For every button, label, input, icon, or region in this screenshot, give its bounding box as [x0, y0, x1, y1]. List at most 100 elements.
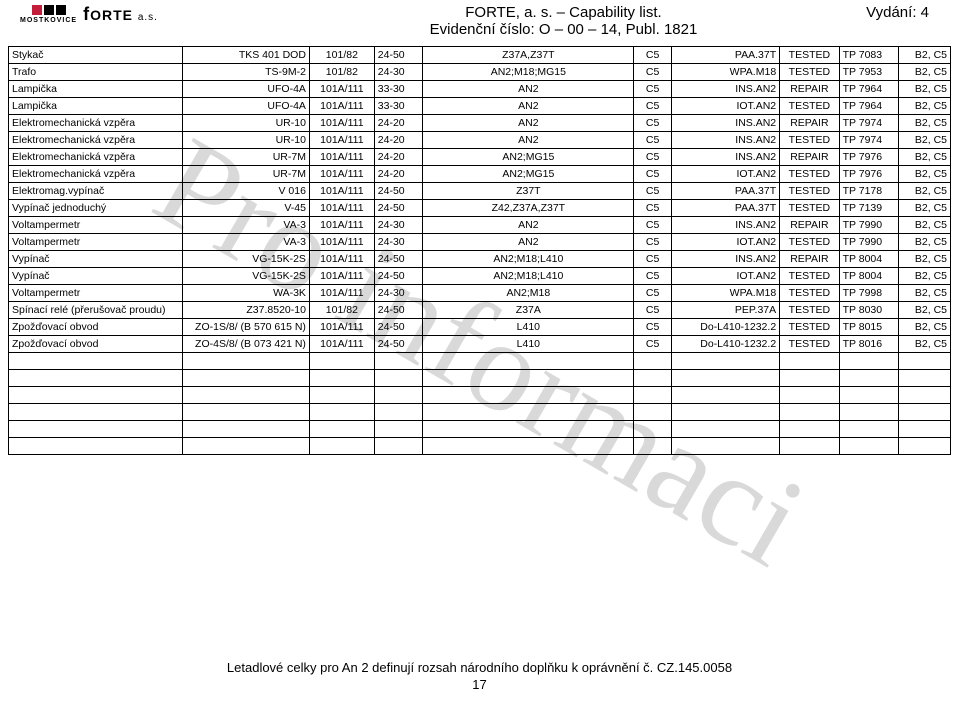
table-cell: 101A/111 [309, 251, 374, 268]
table-cell: Z42,Z37A,Z37T [423, 200, 634, 217]
table-cell: 101/82 [309, 64, 374, 81]
table-cell: C5 [634, 81, 672, 98]
table-cell-empty [182, 438, 309, 455]
table-cell: 101A/111 [309, 217, 374, 234]
logo-graphic: MOSTKOVICE [20, 5, 77, 24]
table-cell: TP 8015 [839, 319, 898, 336]
table-cell-empty [634, 353, 672, 370]
table-cell: TP 7083 [839, 47, 898, 64]
logo-subtext: MOSTKOVICE [20, 17, 77, 24]
table-cell: TESTED [780, 166, 839, 183]
page-number: 17 [0, 677, 959, 692]
table-cell-empty [374, 353, 423, 370]
table-cell: TESTED [780, 200, 839, 217]
table-cell: 33-30 [374, 98, 423, 115]
table-cell: 101A/111 [309, 336, 374, 353]
table-cell: TESTED [780, 47, 839, 64]
issue-number: Vydání: 4 [866, 4, 929, 21]
table-cell: C5 [634, 319, 672, 336]
table-cell: B2, C5 [899, 64, 951, 81]
table-cell: UR-10 [182, 132, 309, 149]
table-cell: Elektromechanická vzpěra [9, 149, 183, 166]
table-cell-empty [899, 421, 951, 438]
table-cell-empty [9, 404, 183, 421]
logo-square-red [32, 5, 42, 15]
table-cell: Lampička [9, 98, 183, 115]
table-cell: Zpožďovací obvod [9, 336, 183, 353]
table-cell-empty [374, 370, 423, 387]
table-cell: 101A/111 [309, 319, 374, 336]
table-row-empty [9, 387, 951, 404]
table-cell-empty [182, 387, 309, 404]
table-cell: Stykač [9, 47, 183, 64]
table-cell-empty [423, 421, 634, 438]
table-cell-empty [780, 387, 839, 404]
table-row: Elektromag.vypínačV 016101A/11124-50Z37T… [9, 183, 951, 200]
table-cell: REPAIR [780, 149, 839, 166]
table-cell-empty [9, 370, 183, 387]
table-cell-empty [423, 387, 634, 404]
table-cell-empty [309, 353, 374, 370]
table-cell: 24-50 [374, 47, 423, 64]
table-cell: PAA.37T [672, 47, 780, 64]
table-cell: 24-20 [374, 166, 423, 183]
table-cell: Lampička [9, 81, 183, 98]
table-row: Zpožďovací obvodZO-4S/8/ (B 073 421 N)10… [9, 336, 951, 353]
logo-brand-text: fORTE a.s. [83, 4, 158, 25]
table-row-empty [9, 353, 951, 370]
table-row: Elektromechanická vzpěraUR-10101A/11124-… [9, 132, 951, 149]
table-cell-empty [423, 404, 634, 421]
table-cell: PAA.37T [672, 200, 780, 217]
table-cell-empty [182, 421, 309, 438]
table-cell-empty [182, 404, 309, 421]
table-cell: Trafo [9, 64, 183, 81]
table-cell-empty [839, 353, 898, 370]
table-cell: Vypínač [9, 268, 183, 285]
table-cell: AN2 [423, 234, 634, 251]
table-cell: 101A/111 [309, 183, 374, 200]
table-row: LampičkaUFO-4A101A/11133-30AN2C5IOT.AN2T… [9, 98, 951, 115]
logo-square-black [56, 5, 66, 15]
table-cell: AN2;MG15 [423, 149, 634, 166]
table-cell: Do-L410-1232.2 [672, 336, 780, 353]
table-cell: 101A/111 [309, 81, 374, 98]
table-cell: AN2 [423, 98, 634, 115]
table-cell: Voltampermetr [9, 285, 183, 302]
table-row: VypínačVG-15K-2S101A/11124-50AN2;M18;L41… [9, 251, 951, 268]
table-cell: Elektromag.vypínač [9, 183, 183, 200]
table-row: Elektromechanická vzpěraUR-10101A/11124-… [9, 115, 951, 132]
capability-table: StykačTKS 401 DOD101/8224-50Z37A,Z37TC5P… [8, 46, 951, 455]
logo-suffix: a.s. [138, 12, 158, 23]
table-cell: C5 [634, 132, 672, 149]
table-cell-empty [780, 353, 839, 370]
table-cell: Elektromechanická vzpěra [9, 115, 183, 132]
table-cell: C5 [634, 268, 672, 285]
table-cell: AN2 [423, 217, 634, 234]
logo-brand-name: ORTE [90, 7, 133, 23]
header-title-block: FORTE, a. s. – Capability list. Evidenčn… [188, 4, 939, 38]
table-cell: B2, C5 [899, 81, 951, 98]
table-cell: TP 7974 [839, 132, 898, 149]
table-cell: Voltampermetr [9, 217, 183, 234]
table-cell-empty [309, 370, 374, 387]
table-cell: 24-30 [374, 285, 423, 302]
table-cell-empty [423, 370, 634, 387]
table-cell-empty [374, 438, 423, 455]
table-cell: 24-50 [374, 302, 423, 319]
table-cell: AN2;M18;L410 [423, 251, 634, 268]
table-cell: VG-15K-2S [182, 268, 309, 285]
table-cell: ZO-1S/8/ (B 570 615 N) [182, 319, 309, 336]
table-cell: REPAIR [780, 251, 839, 268]
table-row-empty [9, 404, 951, 421]
page-header: MOSTKOVICE fORTE a.s. FORTE, a. s. – Cap… [0, 0, 959, 38]
table-cell: REPAIR [780, 81, 839, 98]
table-row: Zpožďovací obvodZO-1S/8/ (B 570 615 N)10… [9, 319, 951, 336]
table-cell: C5 [634, 183, 672, 200]
table-cell: 101A/111 [309, 149, 374, 166]
table-cell: C5 [634, 200, 672, 217]
table-cell: AN2;MG15 [423, 166, 634, 183]
table-cell-empty [182, 353, 309, 370]
table-cell: C5 [634, 47, 672, 64]
table-cell: L410 [423, 319, 634, 336]
table-cell: C5 [634, 64, 672, 81]
